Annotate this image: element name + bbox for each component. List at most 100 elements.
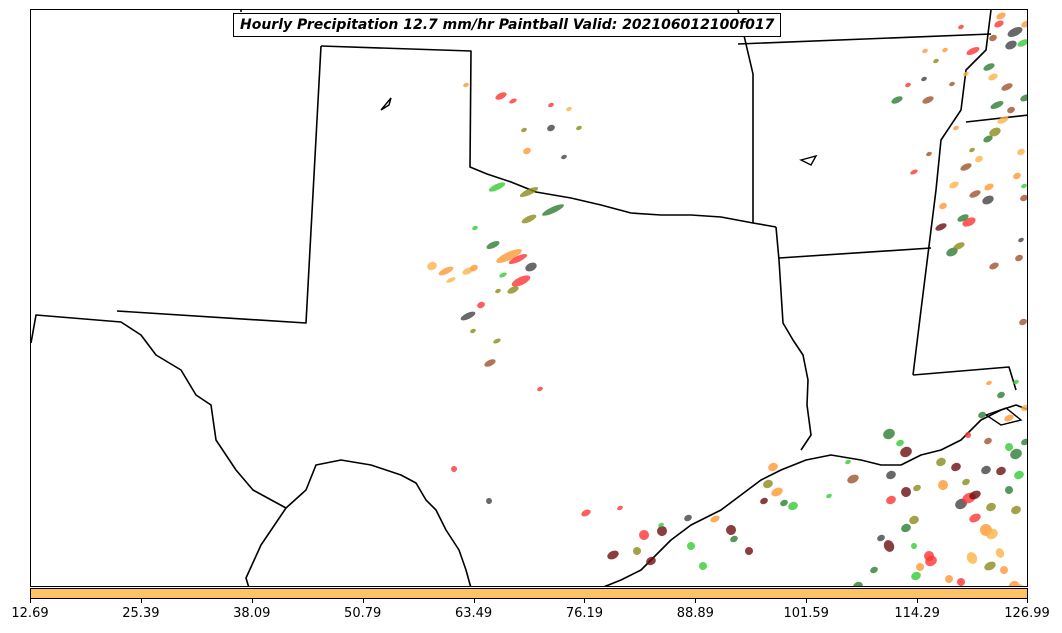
colorbar-tick <box>473 599 475 603</box>
precip-blob <box>989 127 1001 137</box>
precip-blob <box>745 547 753 555</box>
precip-blob <box>936 457 946 467</box>
precip-blob <box>639 530 649 540</box>
precip-blob <box>581 509 591 517</box>
colorbar-tick-label: 114.29 <box>894 606 940 621</box>
precip-blob <box>646 556 656 566</box>
colorbar-tick-label: 101.59 <box>783 606 829 621</box>
colorbar-tick-label: 50.79 <box>344 606 382 621</box>
precip-blob <box>488 182 506 192</box>
precip-blob <box>886 495 896 505</box>
precip-blob <box>901 523 911 533</box>
precip-blob <box>1007 27 1023 37</box>
precip-blob <box>911 571 921 581</box>
precip-blob <box>957 214 969 222</box>
precip-blob <box>576 125 582 131</box>
precip-blob <box>1021 438 1027 446</box>
la-ms-border <box>912 366 1017 391</box>
precip-blob <box>853 581 863 586</box>
precip-blob <box>946 247 958 257</box>
colorbar-tick <box>251 599 253 603</box>
mo-ar-border <box>737 33 992 45</box>
precip-blob <box>617 505 623 511</box>
precip-blob <box>960 163 972 171</box>
precip-blob <box>921 76 927 82</box>
precip-blob <box>983 135 993 143</box>
precip-blob <box>984 561 996 571</box>
precip-blob <box>780 499 788 507</box>
precip-blob <box>548 102 554 108</box>
precip-blob <box>984 437 992 445</box>
precip-blob <box>1004 414 1014 422</box>
colorbar-tick-label: 88.89 <box>676 606 714 621</box>
precipitation-paintballs <box>427 12 1027 586</box>
precip-blob <box>978 411 986 419</box>
precip-blob <box>905 82 911 88</box>
precip-blob <box>949 81 955 87</box>
precip-blob <box>763 479 773 489</box>
ar-la-border <box>778 247 932 259</box>
colorbar-tick-label: 38.09 <box>233 606 271 621</box>
precip-blob <box>438 266 454 276</box>
precip-blob <box>771 487 783 497</box>
precip-blob <box>427 261 437 271</box>
precip-blob <box>910 169 918 175</box>
precip-blob <box>845 459 851 465</box>
precip-blob <box>1017 39 1027 47</box>
precip-blob <box>470 264 478 272</box>
precip-blob <box>1005 486 1013 494</box>
map-canvas <box>31 10 1027 586</box>
precip-blob <box>986 380 992 386</box>
colorbar-tick <box>695 599 697 603</box>
precip-blob <box>969 147 975 153</box>
precip-blob <box>1010 448 1022 460</box>
precip-blob <box>962 478 970 486</box>
precip-blob <box>1001 83 1013 91</box>
precip-blob <box>1014 470 1024 480</box>
small-lake-1 <box>380 97 392 111</box>
precip-blob <box>537 386 543 392</box>
precip-blob <box>935 223 947 231</box>
precip-blob <box>975 155 983 163</box>
colorbar-tick-label: 12.69 <box>11 606 49 621</box>
precip-blob <box>451 466 457 472</box>
precip-blob <box>922 48 928 54</box>
precip-blob <box>566 106 572 112</box>
precip-blob <box>730 535 738 543</box>
state-borders <box>31 10 1027 586</box>
precip-blob <box>760 497 768 505</box>
precip-blob <box>1013 172 1021 180</box>
precip-blob <box>958 24 964 30</box>
precip-blob <box>1013 379 1019 385</box>
precip-blob <box>981 465 991 475</box>
precip-blob <box>826 493 832 499</box>
precip-blob <box>542 204 564 216</box>
colorbar-tick-label: 63.49 <box>454 606 493 621</box>
precip-blob <box>870 566 878 574</box>
precip-blob <box>957 578 965 586</box>
precip-blob <box>495 288 501 294</box>
nm-border <box>116 45 322 324</box>
precip-blob <box>924 551 934 561</box>
precip-blob <box>477 301 485 309</box>
map-panel <box>30 9 1028 587</box>
precip-blob <box>658 522 664 528</box>
mississippi-border <box>912 10 992 376</box>
precip-blob <box>525 262 537 272</box>
precip-blob <box>484 359 496 367</box>
colorbar <box>30 588 1028 599</box>
precip-blob <box>916 563 924 571</box>
precip-blob <box>911 543 917 549</box>
precip-blob <box>847 474 859 484</box>
precip-blob <box>561 154 567 160</box>
precip-blob <box>938 480 948 490</box>
precip-blob <box>486 240 500 250</box>
precip-blob <box>607 550 619 560</box>
mexico-state-border <box>245 507 287 586</box>
precip-blob <box>896 439 904 447</box>
precip-blob <box>788 501 798 511</box>
precip-blob <box>951 462 961 472</box>
precip-blob <box>953 242 965 250</box>
precip-blob <box>969 190 981 198</box>
precip-blob <box>996 12 1006 20</box>
